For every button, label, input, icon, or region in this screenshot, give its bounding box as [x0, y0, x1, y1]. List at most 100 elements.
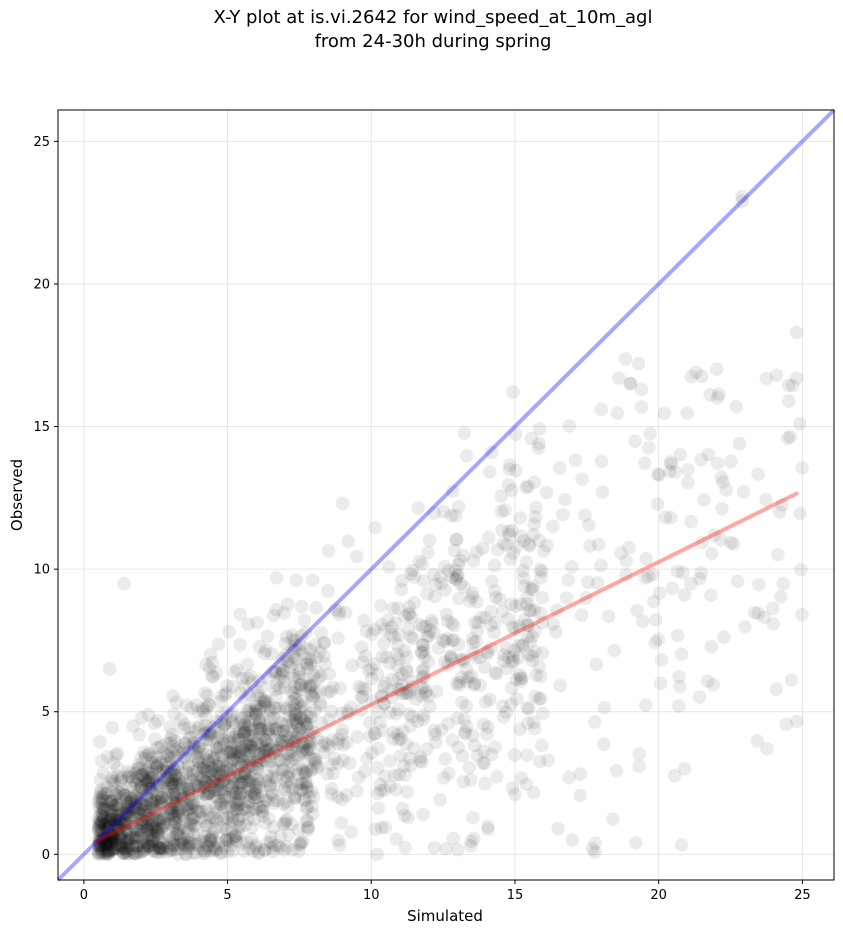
- data-point: [322, 667, 337, 681]
- data-point: [198, 726, 213, 740]
- data-point: [288, 698, 302, 712]
- data-point: [237, 725, 252, 740]
- data-point: [181, 757, 195, 772]
- data-point: [681, 475, 695, 490]
- data-point: [317, 745, 331, 760]
- data-point: [122, 769, 136, 784]
- data-point: [146, 796, 160, 811]
- data-point: [121, 764, 136, 778]
- data-point: [101, 815, 116, 829]
- data-point: [504, 597, 518, 612]
- data-point: [252, 801, 266, 815]
- data-point: [443, 649, 458, 663]
- data-point: [268, 763, 283, 778]
- data-point: [287, 686, 301, 700]
- data-point: [589, 657, 604, 672]
- data-point: [186, 795, 200, 810]
- data-point: [109, 787, 123, 801]
- data-point: [224, 771, 239, 786]
- data-point: [192, 804, 206, 818]
- data-point: [588, 845, 602, 860]
- data-point: [514, 674, 529, 689]
- data-point: [246, 801, 260, 816]
- data-point: [494, 504, 509, 519]
- data-point: [286, 737, 301, 752]
- data-point: [506, 653, 521, 668]
- data-point: [291, 757, 306, 772]
- data-point: [131, 839, 146, 854]
- grid-lines: [58, 110, 834, 880]
- data-point: [402, 686, 417, 701]
- data-point: [203, 778, 218, 793]
- data-point: [632, 747, 647, 761]
- data-point: [302, 734, 317, 748]
- data-point: [448, 509, 463, 523]
- data-point: [504, 483, 519, 498]
- data-point: [445, 616, 459, 630]
- data-point: [107, 774, 122, 789]
- data-point: [463, 593, 477, 608]
- data-point: [525, 629, 539, 644]
- data-point: [280, 702, 294, 716]
- data-point: [277, 675, 291, 689]
- data-point: [102, 844, 116, 859]
- data-point: [133, 795, 148, 809]
- data-point: [331, 631, 345, 646]
- data-point: [107, 832, 122, 847]
- data-point: [200, 838, 215, 853]
- data-point: [326, 766, 341, 781]
- data-point: [155, 791, 169, 805]
- data-point: [155, 842, 170, 857]
- data-point: [185, 797, 200, 812]
- data-point: [174, 833, 188, 848]
- data-point: [142, 839, 157, 854]
- data-point: [119, 807, 134, 821]
- data-point: [173, 830, 188, 845]
- data-point: [305, 784, 319, 798]
- data-point: [152, 766, 166, 781]
- data-point: [449, 532, 464, 547]
- data-point: [95, 815, 110, 830]
- data-point: [703, 388, 718, 402]
- data-point: [144, 794, 159, 808]
- data-point: [95, 808, 109, 823]
- data-point: [132, 727, 147, 742]
- data-point: [259, 733, 274, 747]
- data-point: [469, 634, 483, 649]
- data-point: [129, 822, 143, 837]
- data-point: [179, 798, 194, 813]
- data-point: [382, 560, 396, 574]
- data-point: [258, 733, 272, 747]
- data-point: [565, 833, 580, 847]
- data-point: [270, 793, 285, 808]
- data-point: [162, 830, 177, 844]
- data-point: [232, 812, 247, 827]
- data-point: [198, 708, 213, 722]
- data-point: [189, 778, 203, 793]
- data-point: [558, 492, 572, 507]
- data-point: [243, 775, 257, 789]
- data-point: [140, 807, 155, 822]
- data-point: [179, 847, 193, 861]
- data-point: [97, 818, 112, 832]
- data-point: [488, 584, 502, 598]
- data-point: [309, 600, 324, 615]
- data-point: [578, 508, 592, 522]
- data-point: [314, 715, 328, 730]
- data-point: [183, 807, 198, 822]
- data-point: [179, 698, 194, 712]
- data-point: [93, 834, 107, 849]
- data-point: [216, 783, 231, 798]
- data-point: [190, 775, 205, 790]
- data-point: [291, 767, 305, 782]
- data-point: [509, 540, 524, 554]
- data-point: [169, 695, 184, 709]
- data-point: [436, 633, 450, 648]
- data-point: [92, 814, 106, 828]
- data-point: [247, 741, 262, 755]
- data-point: [394, 582, 409, 597]
- data-point: [680, 406, 694, 420]
- data-point: [639, 698, 653, 713]
- data-point: [136, 844, 151, 859]
- data-point: [415, 645, 429, 660]
